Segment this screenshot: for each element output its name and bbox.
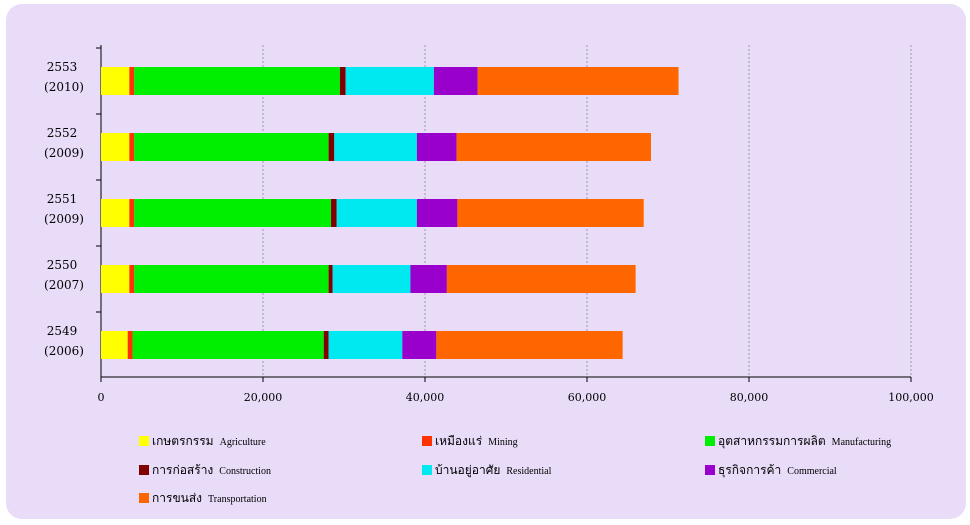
legend-item-commercial: ธุรกิจการค้า Commercial bbox=[705, 463, 837, 478]
bar-segment-residential bbox=[328, 331, 403, 359]
bar-segment-mining bbox=[129, 199, 135, 227]
legend-label-english: Transportation bbox=[208, 494, 267, 505]
bar-segment-agriculture bbox=[101, 67, 130, 95]
legend-label-thai: บ้านอยู่อาศัย bbox=[435, 463, 500, 478]
y-tick-labels: 2553 (2010) 2552 (2009) 2551 (2009) 2550 (2007)… bbox=[44, 60, 84, 358]
bar-segment-agriculture bbox=[101, 133, 130, 161]
bar-segment-manufacturing bbox=[134, 265, 329, 293]
axes bbox=[96, 45, 912, 382]
bar-segment-construction bbox=[331, 199, 337, 227]
bar-segment-transportation bbox=[477, 67, 679, 95]
gridlines bbox=[262, 45, 912, 377]
bar-segment-residential bbox=[332, 265, 411, 293]
legend-label-thai: เหมืองแร่ bbox=[435, 434, 483, 448]
bar-segment-commercial bbox=[433, 67, 478, 95]
x-tick-label: 40,000 bbox=[406, 391, 445, 404]
x-tick-label: 60,000 bbox=[568, 391, 607, 404]
bar-segment-manufacturing bbox=[132, 331, 324, 359]
bar-segment-residential bbox=[334, 133, 417, 161]
legend-swatch bbox=[139, 436, 149, 446]
bar-segment-transportation bbox=[456, 133, 651, 161]
legend-swatch bbox=[705, 436, 715, 446]
x-tick-label: 20,000 bbox=[244, 391, 283, 404]
legend-swatch bbox=[139, 465, 149, 475]
bar-segment-residential bbox=[336, 199, 417, 227]
legend-label-english: Construction bbox=[219, 466, 271, 477]
x-tick-labels: 0 20,000 40,000 60,000 80,000 100,000 bbox=[98, 391, 934, 404]
y-tick-label-year-th: 2551 bbox=[47, 192, 78, 206]
bar-segment-transportation bbox=[446, 265, 636, 293]
bar-segment-agriculture bbox=[101, 331, 128, 359]
bar-segment-construction bbox=[328, 265, 333, 293]
bar-segment-construction bbox=[323, 331, 329, 359]
bar-segment-mining bbox=[129, 133, 135, 161]
legend-label-thai: ธุรกิจการค้า bbox=[718, 463, 781, 478]
legend-swatch bbox=[422, 436, 432, 446]
bar-segment-commercial bbox=[416, 199, 458, 227]
legend-label-english: Mining bbox=[488, 437, 517, 448]
bar-segment-commercial bbox=[402, 331, 437, 359]
bar-segment-construction bbox=[328, 133, 335, 161]
bar-segment-agriculture bbox=[101, 265, 130, 293]
x-tick-label: 80,000 bbox=[730, 391, 769, 404]
y-tick-label-year-ce: (2006) bbox=[44, 344, 84, 358]
bar-segment-agriculture bbox=[101, 199, 130, 227]
legend-item-mining: เหมืองแร่ Mining bbox=[422, 434, 518, 448]
legend-item-agriculture: เกษตรกรรม Agriculture bbox=[139, 434, 266, 448]
legend-item-manufacturing: อุตสาหกรรมการผลิต Manufacturing bbox=[705, 434, 891, 449]
bar-segment-manufacturing bbox=[134, 133, 329, 161]
bar-segment-transportation bbox=[436, 331, 623, 359]
y-tick-label-year-ce: (2009) bbox=[44, 146, 84, 160]
legend-swatch bbox=[705, 465, 715, 475]
bar-segment-transportation bbox=[457, 199, 644, 227]
legend-item-residential: บ้านอยู่อาศัย Residential bbox=[422, 463, 552, 478]
stacked-bar-chart: 2553 (2010) 2552 (2009) 2551 (2009) 2550 (2007)… bbox=[44, 45, 934, 505]
legend-swatch bbox=[139, 493, 149, 503]
y-tick-label-year-th: 2549 bbox=[47, 324, 78, 338]
y-tick-label-year-th: 2553 bbox=[47, 60, 78, 74]
bar-segment-manufacturing bbox=[134, 199, 332, 227]
legend-label-thai: อุตสาหกรรมการผลิต bbox=[718, 434, 826, 449]
legend: เกษตรกรรม Agriculture เหมืองแร่ Mining อุตสา… bbox=[139, 434, 891, 505]
y-tick-label-year-th: 2550 bbox=[47, 258, 78, 272]
legend-label-thai: การก่อสร้าง bbox=[152, 463, 213, 477]
bar-segment-manufacturing bbox=[134, 67, 340, 95]
bar-segment-mining bbox=[127, 331, 133, 359]
bar-segment-commercial bbox=[416, 133, 457, 161]
y-tick-label-year-ce: (2007) bbox=[44, 278, 84, 292]
chart-panel: 2553 (2010) 2552 (2009) 2551 (2009) 2550 (2007)… bbox=[6, 4, 966, 519]
bar-segment-commercial bbox=[410, 265, 447, 293]
legend-item-construction: การก่อสร้าง Construction bbox=[139, 463, 271, 477]
y-tick-label-year-ce: (2009) bbox=[44, 212, 84, 226]
bar-segment-mining bbox=[129, 265, 135, 293]
legend-item-transportation: การขนส่ง Transportation bbox=[139, 491, 267, 505]
x-tick-label: 0 bbox=[98, 391, 105, 404]
legend-label-english: Manufacturing bbox=[832, 437, 891, 448]
legend-label-thai: การขนส่ง bbox=[152, 491, 202, 505]
y-tick-label-year-ce: (2010) bbox=[44, 80, 84, 94]
y-tick-label-year-th: 2552 bbox=[47, 126, 78, 140]
legend-label-english: Commercial bbox=[787, 466, 837, 477]
legend-label-english: Residential bbox=[506, 466, 551, 477]
bar-segment-construction bbox=[339, 67, 346, 95]
legend-swatch bbox=[422, 465, 432, 475]
bar-segment-residential bbox=[345, 67, 434, 95]
x-tick-label: 100,000 bbox=[888, 391, 934, 404]
legend-label-english: Agriculture bbox=[220, 437, 267, 448]
bar-segment-mining bbox=[129, 67, 135, 95]
legend-label-thai: เกษตรกรรม bbox=[152, 434, 214, 448]
bars bbox=[101, 67, 679, 359]
